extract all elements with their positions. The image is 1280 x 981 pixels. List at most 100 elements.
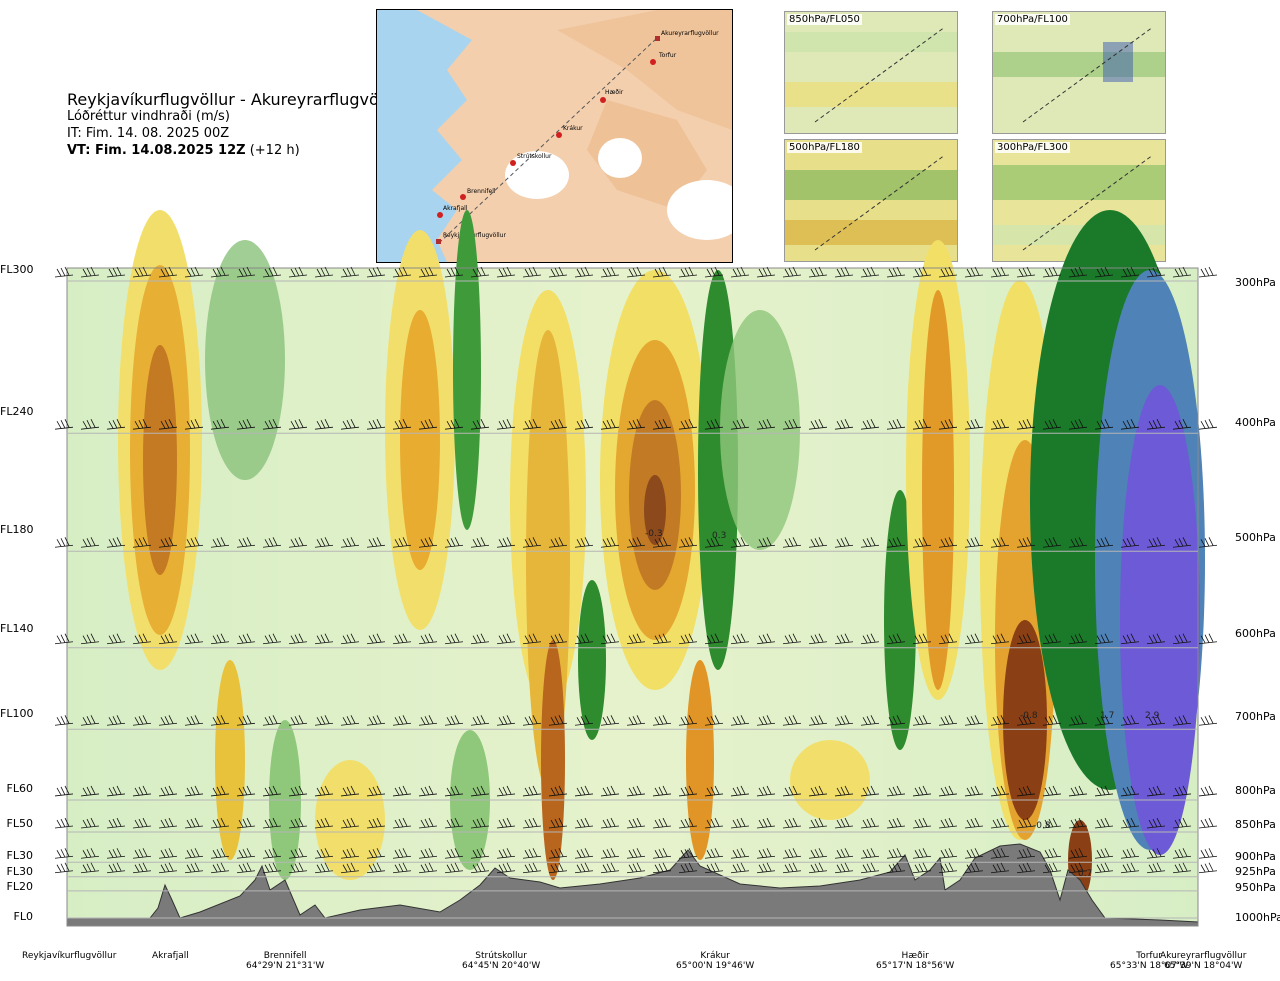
- wind-barb: [158, 633, 178, 645]
- wind-barb: [704, 785, 724, 797]
- fl-label-11: FL0: [13, 910, 33, 923]
- wind-barb: [106, 633, 126, 645]
- wind-barb: [366, 715, 386, 726]
- thumb-700[interactable]: 700hPa/FL100: [992, 11, 1166, 134]
- wind-barb: [132, 785, 152, 797]
- wind-barb: [54, 537, 74, 548]
- wind-barb: [756, 537, 776, 548]
- wind-barb: [1120, 848, 1140, 859]
- wind-barb: [1042, 715, 1062, 726]
- wind-barb: [704, 848, 724, 859]
- wind-barb: [600, 266, 620, 278]
- loc-strutskollur: Strútskollur 64°45'N 20°40'W: [462, 951, 540, 971]
- wind-barb: [210, 537, 230, 548]
- wind-barb: [938, 817, 958, 829]
- wind-barb: [496, 715, 516, 726]
- wind-barb: [1094, 817, 1114, 829]
- wind-barb: [392, 715, 412, 726]
- wind-barb: [470, 817, 490, 829]
- loc-akrafjall: Akrafjall: [152, 951, 189, 961]
- wind-barb: [106, 862, 126, 874]
- wind-barb: [210, 419, 230, 430]
- wind-barb: [1094, 419, 1114, 430]
- wind-barb: [938, 537, 958, 548]
- wind-barb: [626, 817, 646, 829]
- wind-barb: [548, 633, 568, 645]
- wind-barb: [782, 715, 802, 726]
- hpa-label-4: 600hPa: [1235, 627, 1276, 640]
- wind-barb: [262, 419, 282, 430]
- wind-barb: [1172, 537, 1192, 548]
- wind-barb: [1172, 266, 1192, 278]
- wind-barb: [678, 537, 698, 548]
- wind-barb: [912, 633, 932, 645]
- wind-barb: [106, 419, 126, 430]
- wind-barb: [730, 848, 750, 859]
- wind-barb: [756, 419, 776, 430]
- thumb-500[interactable]: 500hPa/FL180: [784, 139, 958, 262]
- hpa-label-6: 800hPa: [1235, 784, 1276, 797]
- wind-barb: [600, 848, 620, 859]
- fl-label-4: FL140: [0, 622, 34, 635]
- wind-barb: [548, 785, 568, 797]
- wind-barb: [626, 419, 646, 430]
- wind-barb: [392, 817, 412, 829]
- loc-torfur-name: Torfur: [1136, 951, 1162, 961]
- wind-barb: [1120, 862, 1140, 874]
- loc-akureyri-name: Akureyrarflugvöllur: [1160, 951, 1247, 961]
- wind-barb: [236, 715, 256, 726]
- wind-barb: [210, 715, 230, 726]
- wind-barb: [886, 817, 906, 829]
- wind-barb: [496, 785, 516, 797]
- wind-barb: [782, 633, 802, 645]
- fl-label-5: FL100: [0, 707, 34, 720]
- wind-barb: [1016, 848, 1036, 859]
- wind-barb: [652, 862, 672, 874]
- wind-barb: [626, 537, 646, 548]
- wind-barb: [522, 785, 542, 797]
- loc-brennifell-coord: 64°29'N 21°31'W: [246, 961, 325, 971]
- wind-barb: [236, 785, 256, 797]
- wind-barb: [756, 715, 776, 726]
- wind-barb: [626, 715, 646, 726]
- fl-label-6: FL60: [6, 782, 33, 795]
- wind-barb: [574, 419, 594, 430]
- wind-barb: [106, 537, 126, 548]
- wind-barb: [184, 419, 204, 430]
- wind-barb: [366, 419, 386, 430]
- wind-barb: [184, 785, 204, 797]
- wind-barb: [340, 715, 360, 726]
- wind-barb: [1016, 817, 1036, 829]
- wind-barb: [1042, 266, 1062, 278]
- wind-barb: [626, 266, 646, 278]
- thumb-500-svg: [785, 140, 957, 261]
- wind-barb: [288, 817, 308, 829]
- wind-barb: [704, 817, 724, 829]
- wind-barb: [730, 715, 750, 726]
- wind-barb: [340, 266, 360, 278]
- wind-barb: [964, 633, 984, 645]
- wind-barb: [1146, 266, 1166, 278]
- wind-barb: [730, 862, 750, 874]
- wind-barb: [678, 785, 698, 797]
- wind-barb: [132, 862, 152, 874]
- wind-barb: [158, 537, 178, 548]
- wind-barb: [366, 817, 386, 829]
- wind-barb: [392, 266, 412, 278]
- wind-barb: [886, 848, 906, 859]
- map-label-torfur: Torfur: [658, 52, 677, 59]
- map-label-reykjavik: Reykjavíkurflugvöllur: [443, 232, 506, 239]
- thumb-850[interactable]: 850hPa/FL050: [784, 11, 958, 134]
- wind-barb: [340, 862, 360, 874]
- wind-barb: [652, 785, 672, 797]
- thumb-700-label: 700hPa/FL100: [995, 14, 1070, 25]
- chart-subtitle: Lóðréttur vindhraði (m/s): [67, 109, 230, 124]
- wind-barb: [444, 862, 464, 874]
- wind-barb: [990, 862, 1010, 874]
- wind-barb: [444, 266, 464, 278]
- wind-barb: [1068, 419, 1088, 430]
- wind-barb: [808, 537, 828, 548]
- wind-barb: [730, 633, 750, 645]
- wind-barb: [678, 848, 698, 859]
- wind-barb: [470, 633, 490, 645]
